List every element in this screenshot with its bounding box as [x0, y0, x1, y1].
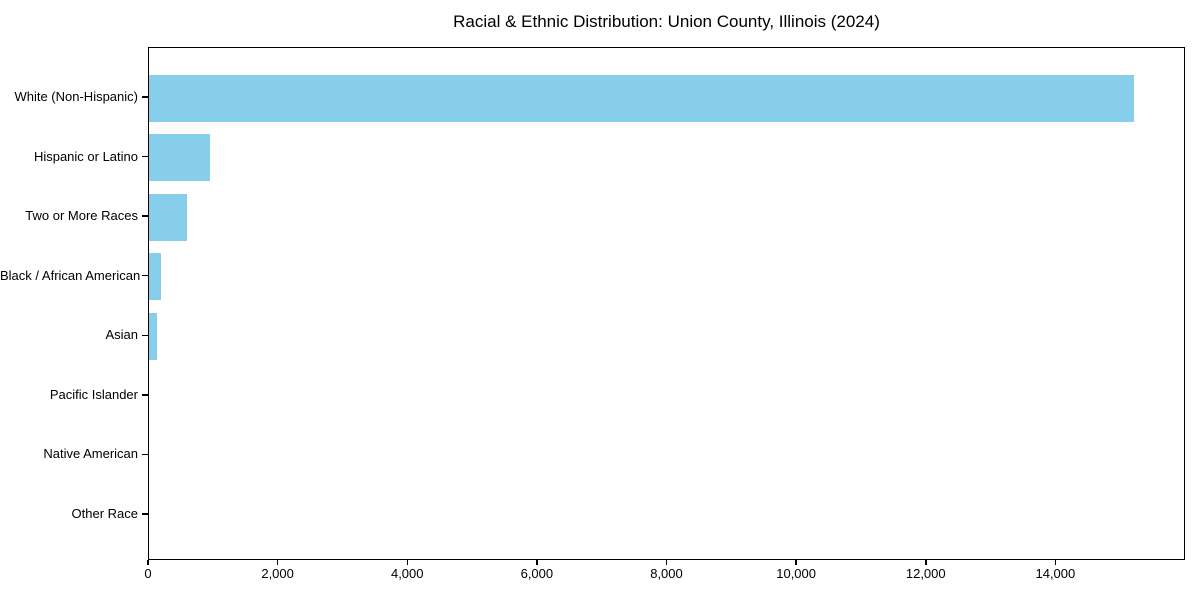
x-tick-label-2000: 2,000	[261, 566, 294, 581]
y-axis-label-native-american: Native American	[43, 446, 138, 462]
x-tick-label-6000: 6,000	[520, 566, 554, 581]
x-tick-mark	[536, 560, 538, 565]
x-tick-mark	[795, 560, 797, 565]
y-tick-mark	[142, 96, 148, 98]
x-tick-mark	[1054, 560, 1057, 565]
chart-title: Racial & Ethnic Distribution: Union Coun…	[453, 12, 880, 31]
y-tick-mark	[142, 215, 148, 217]
x-tick-mark	[276, 560, 279, 565]
x-tick-mark	[406, 560, 408, 565]
y-tick-mark	[142, 513, 148, 515]
x-tick-mark	[925, 560, 927, 565]
y-tick-mark	[142, 155, 148, 158]
x-tick-label-8000: 8,000	[650, 566, 683, 581]
y-tick-mark	[142, 453, 148, 456]
bar-white-non-hispanic	[149, 74, 1135, 122]
y-axis-label-two-or-more-races: Two or More Races	[25, 208, 138, 224]
y-axis-label-other-race: Other Race	[71, 505, 138, 521]
bar-black-african-american	[149, 253, 162, 301]
x-tick-mark	[665, 560, 668, 565]
x-tick-mark	[147, 560, 149, 565]
x-tick-label-4000: 4,000	[390, 566, 424, 581]
bar-asian	[149, 312, 158, 360]
y-axis-label-white-non-hispanic: White (Non-Hispanic)	[14, 89, 138, 104]
x-tick-label-0: 0	[144, 566, 152, 581]
x-tick-label-10000: 10,000	[776, 566, 816, 581]
x-tick-label-12000: 12,000	[905, 566, 946, 581]
y-tick-mark	[142, 274, 148, 277]
y-axis-label-black-african-american: Black / African American	[0, 267, 141, 283]
bar-hispanic-or-latino	[149, 134, 210, 182]
x-tick-label-14000: 14,000	[1035, 566, 1076, 581]
y-axis-label-asian: Asian	[105, 327, 138, 343]
y-tick-mark	[142, 334, 148, 337]
y-tick-mark	[142, 394, 148, 396]
bar-two-or-more-races	[149, 193, 188, 241]
y-axis-label-hispanic-or-latino: Hispanic or Latino	[33, 148, 138, 164]
y-axis-label-pacific-islander: Pacific Islander	[49, 386, 138, 402]
plot-area	[148, 47, 1185, 560]
